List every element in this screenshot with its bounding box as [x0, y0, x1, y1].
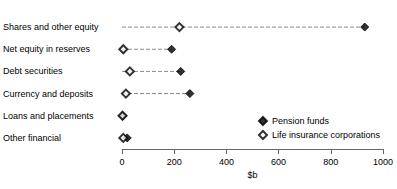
svg-text:$b: $b — [247, 170, 257, 180]
svg-text:Life insurance corporations: Life insurance corporations — [272, 130, 381, 140]
svg-text:200: 200 — [167, 157, 182, 167]
svg-text:Debt securities: Debt securities — [3, 66, 63, 76]
svg-text:600: 600 — [271, 157, 286, 167]
svg-text:1000: 1000 — [373, 157, 393, 167]
svg-text:800: 800 — [323, 157, 338, 167]
svg-text:Loans and placements: Loans and placements — [3, 111, 94, 121]
svg-text:Net equity in reserves: Net equity in reserves — [3, 44, 91, 54]
svg-text:400: 400 — [219, 157, 234, 167]
svg-text:Other financial: Other financial — [3, 133, 61, 143]
svg-text:Shares and other equity: Shares and other equity — [3, 22, 99, 32]
svg-text:0: 0 — [119, 157, 124, 167]
svg-text:Pension funds: Pension funds — [272, 116, 330, 126]
svg-text:Currency and deposits: Currency and deposits — [3, 89, 94, 99]
